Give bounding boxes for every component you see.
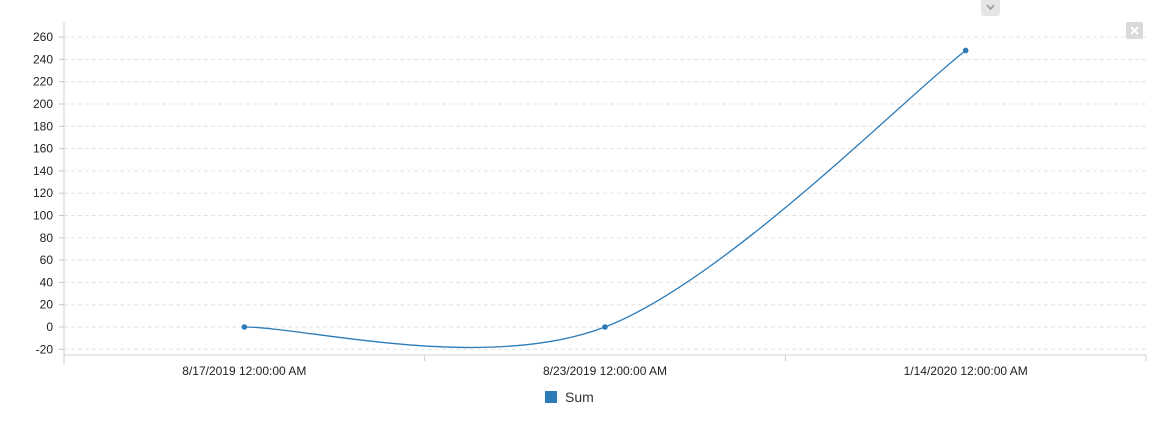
x-axis-ticks: 8/17/2019 12:00:00 AM 8/23/2019 12:00:00 … [63, 355, 1147, 378]
y-tick-label: 120 [33, 186, 53, 200]
collapse-chevron-button[interactable] [981, 0, 1000, 16]
legend-label-sum[interactable]: Sum [565, 389, 594, 405]
y-tick-label: 200 [33, 97, 53, 111]
legend: Sum [545, 389, 594, 405]
data-point[interactable] [241, 324, 248, 330]
y-tick-label: 0 [46, 320, 53, 334]
series-layer [241, 47, 969, 349]
y-tick-label: 220 [33, 75, 53, 89]
y-tick-label: 160 [33, 142, 53, 156]
y-tick-label: 180 [33, 119, 53, 133]
y-tick-label: 100 [33, 209, 53, 223]
data-point[interactable] [602, 324, 608, 330]
data-point[interactable] [962, 47, 969, 54]
series-line-sum [244, 49, 967, 349]
x-tick-label: 8/23/2019 12:00:00 AM [543, 364, 667, 378]
y-tick-label: 260 [33, 30, 53, 44]
x-tick-label: 1/14/2020 12:00:00 AM [904, 364, 1028, 378]
chevron-down-icon [986, 4, 995, 11]
legend-swatch [545, 391, 557, 403]
y-tick-label: 40 [40, 275, 54, 289]
y-axis-ticks: -20 0 20 40 60 80 100 120 140 160 180 200 220 240 260 [33, 30, 64, 356]
y-tick-label: 80 [40, 231, 54, 245]
y-tick-label: 20 [40, 298, 54, 312]
y-tick-label: 140 [33, 164, 53, 178]
y-tick-label: 60 [40, 253, 54, 267]
close-chart-button[interactable] [1126, 22, 1143, 39]
y-tick-label: 240 [33, 52, 53, 66]
y-tick-label: -20 [36, 342, 54, 356]
x-tick-label: 8/17/2019 12:00:00 AM [182, 364, 306, 378]
close-icon [1130, 26, 1139, 35]
gridlines [64, 36, 1146, 350]
